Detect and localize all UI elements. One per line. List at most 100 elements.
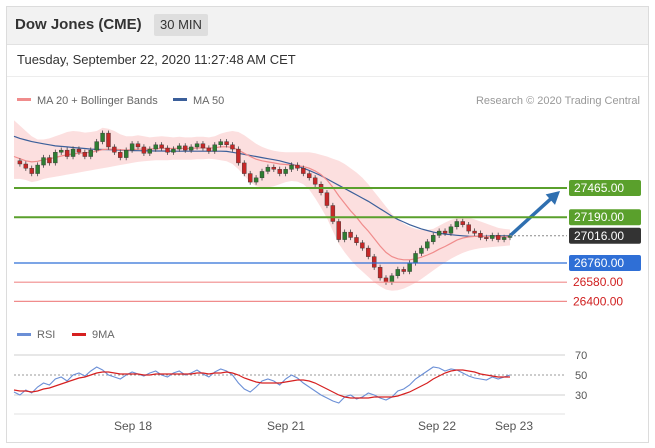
candle-body xyxy=(354,237,359,243)
candle-body xyxy=(330,205,336,222)
candle xyxy=(177,143,182,152)
candle-body xyxy=(253,177,259,183)
x-tick-label: Sep 23 xyxy=(495,419,533,433)
candle-body xyxy=(277,169,282,174)
candle xyxy=(348,229,353,241)
candle-body xyxy=(106,132,111,148)
candle-body xyxy=(436,230,442,236)
candle xyxy=(153,142,158,152)
candle-body xyxy=(271,166,277,170)
candle xyxy=(206,145,212,154)
candle xyxy=(265,164,271,175)
candle-body xyxy=(35,164,40,174)
candle-body xyxy=(47,157,52,164)
candle xyxy=(501,234,507,243)
level-26580.00: 26580.00 xyxy=(14,275,623,289)
candle xyxy=(371,253,377,270)
candle xyxy=(271,164,277,172)
candle-body xyxy=(236,148,241,164)
rsi-pane: 70 50 30 xyxy=(13,350,587,404)
research-credit: Research © 2020 Trading Central xyxy=(476,95,640,107)
candle xyxy=(188,144,194,153)
x-axis: Sep 18 Sep 21 Sep 22 Sep 23 xyxy=(14,413,565,433)
candle-body xyxy=(431,235,436,242)
candle xyxy=(425,239,430,251)
candle-body xyxy=(413,253,418,264)
candle-body xyxy=(159,144,164,149)
rsi-tick-label: 50 xyxy=(575,370,587,382)
candle-body xyxy=(371,256,377,268)
candle-body xyxy=(301,168,306,174)
candle xyxy=(218,138,223,148)
candle-body xyxy=(153,144,158,150)
candle-body xyxy=(407,262,412,272)
candle-body xyxy=(448,226,454,234)
rsi-legend-swatch xyxy=(17,333,31,336)
level-27190.00: 27190.00 xyxy=(14,209,641,226)
levels-pane: 27465.00 27190.00 27016.00 26760.00 26580.00… xyxy=(14,179,641,308)
candle-body xyxy=(395,269,401,276)
candle xyxy=(159,142,164,151)
candle xyxy=(64,147,70,160)
candle-body xyxy=(383,277,389,283)
candle xyxy=(35,162,40,177)
candle xyxy=(454,218,460,230)
level-label: 26580.00 xyxy=(573,275,623,289)
candle-body xyxy=(295,164,300,169)
candle-body xyxy=(100,132,105,142)
rsi-tick-label: 30 xyxy=(575,390,587,402)
candle xyxy=(472,228,477,236)
candle-body xyxy=(366,247,371,257)
ma9-legend-swatch xyxy=(72,333,86,336)
candle-body xyxy=(484,237,489,239)
level-27465.00: 27465.00 xyxy=(14,179,641,196)
candle-body xyxy=(442,230,448,234)
candle-body xyxy=(147,148,153,154)
candle-body xyxy=(419,247,424,254)
rsi-line xyxy=(13,366,511,404)
candle-body xyxy=(94,141,99,151)
candle xyxy=(289,162,294,172)
candle xyxy=(141,144,147,156)
candle xyxy=(366,245,371,260)
candle xyxy=(236,146,241,166)
chart-frame: Dow Jones (CME) 30 MIN Tuesday, Septembe… xyxy=(6,6,649,443)
projection-arrow-shaft xyxy=(508,194,556,238)
candle xyxy=(29,165,34,177)
candle-body xyxy=(82,152,88,157)
header-divider xyxy=(7,76,648,77)
candle xyxy=(360,240,365,251)
candle xyxy=(165,145,170,155)
candle-body xyxy=(218,141,223,146)
candle xyxy=(59,147,64,155)
candle-body xyxy=(59,149,64,153)
timestamp: Tuesday, September 22, 2020 11:27:48 AM … xyxy=(17,52,296,67)
level-label: 27016.00 xyxy=(574,229,624,243)
candle-body xyxy=(259,171,265,179)
candle-body xyxy=(17,160,23,165)
candle xyxy=(354,234,359,246)
candle xyxy=(247,170,253,185)
instrument-title: Dow Jones (CME) xyxy=(15,16,142,33)
candle-body xyxy=(360,242,365,249)
candle xyxy=(118,149,123,161)
candle-body xyxy=(183,145,188,151)
level-26400.00: 26400.00 xyxy=(14,294,623,308)
candle-body xyxy=(307,173,312,179)
candle-body xyxy=(88,149,93,157)
candle-body xyxy=(188,146,194,151)
candle-body xyxy=(490,235,495,239)
candle xyxy=(230,142,235,152)
candle xyxy=(330,202,336,225)
chart-header: Dow Jones (CME) 30 MIN xyxy=(7,7,648,45)
candle-body xyxy=(478,232,483,238)
candle xyxy=(283,166,288,177)
candle-body xyxy=(29,168,34,174)
candle xyxy=(183,143,188,153)
candle-body xyxy=(495,235,501,240)
candle-body xyxy=(501,237,507,240)
candle xyxy=(200,141,206,151)
ma20-legend-label: MA 20 + Bollinger Bands xyxy=(37,95,158,107)
candle-body xyxy=(324,192,330,206)
timeframe-badge[interactable]: 30 MIN xyxy=(154,14,208,36)
